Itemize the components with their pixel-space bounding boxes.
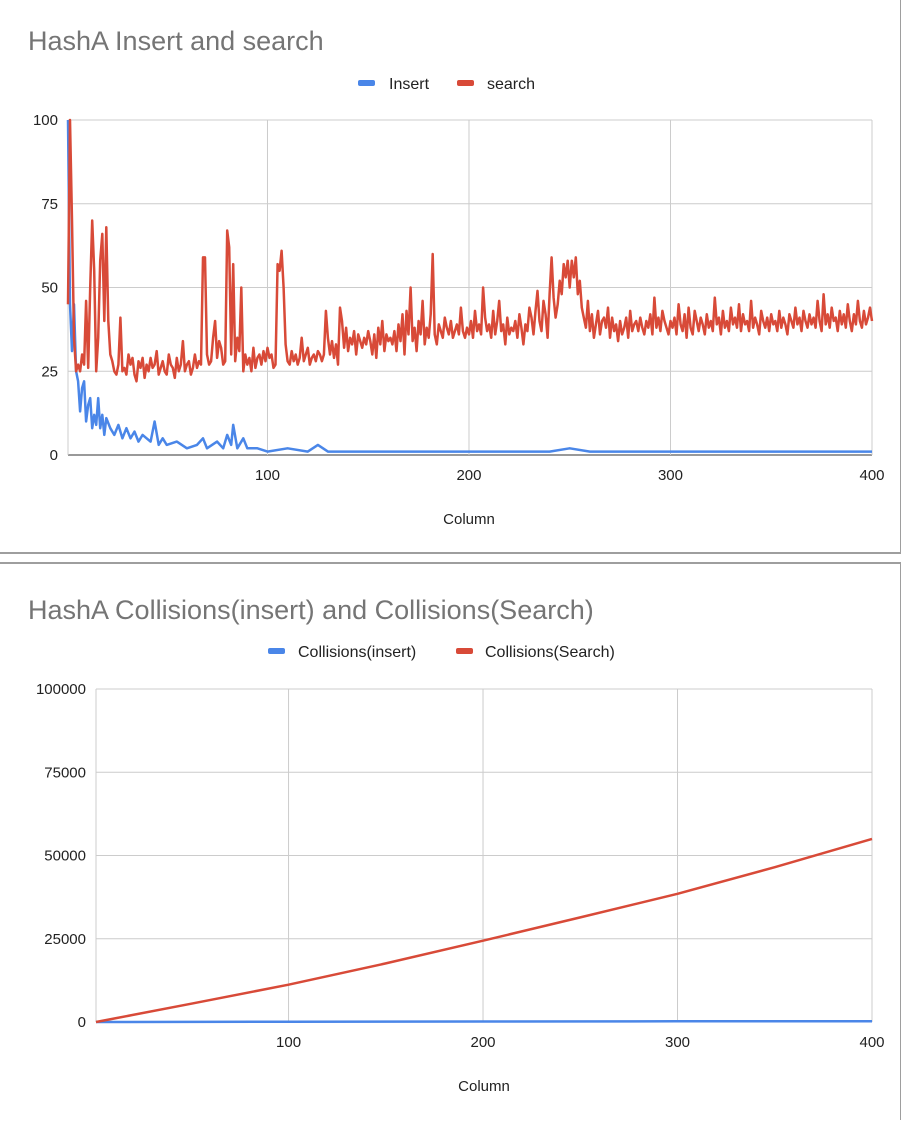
y-tick-label: 75 xyxy=(41,196,58,213)
series-line-collisions-insert xyxy=(95,1019,873,1024)
y-axis-ticks: 0 25 50 75 100 xyxy=(33,112,58,464)
y-tick-label: 100 xyxy=(33,112,58,129)
x-tick-label: 200 xyxy=(471,1034,496,1051)
y-tick-label: 25 xyxy=(41,363,58,380)
legend-swatch-collisions-insert xyxy=(268,648,285,654)
y-tick-label: 100000 xyxy=(36,681,86,698)
chart-title: HashA Collisions(insert) and Collisions(… xyxy=(28,595,594,625)
legend-label-collisions-search: Collisions(Search) xyxy=(485,644,615,661)
panel-gap xyxy=(0,555,901,562)
chart-1-svg: HashA Insert and search Insert search 0 2… xyxy=(28,26,885,528)
series-lines xyxy=(66,118,874,453)
x-tick-label: 300 xyxy=(665,1034,690,1051)
y-tick-label: 50000 xyxy=(44,848,86,865)
series-line-search xyxy=(66,118,874,383)
legend: Collisions(insert) Collisions(Search) xyxy=(268,644,615,661)
x-axis-ticks: 100 200 300 400 xyxy=(276,1034,884,1051)
gridlines xyxy=(67,119,873,456)
legend-swatch-insert xyxy=(358,80,375,86)
x-axis-label: Column xyxy=(443,511,495,528)
x-tick-label: 400 xyxy=(859,1034,884,1051)
x-tick-label: 100 xyxy=(255,467,280,484)
chart-2-svg: HashA Collisions(insert) and Collisions(… xyxy=(28,595,885,1095)
legend-swatch-collisions-search xyxy=(456,648,473,654)
y-tick-label: 0 xyxy=(78,1014,86,1031)
gridlines xyxy=(95,688,873,1023)
legend-label-insert: Insert xyxy=(389,76,430,93)
chart-panel-2: HashA Collisions(insert) and Collisions(… xyxy=(0,562,901,1120)
x-axis-label: Column xyxy=(458,1078,510,1095)
x-tick-label: 100 xyxy=(276,1034,301,1051)
y-tick-label: 75000 xyxy=(44,764,86,781)
legend-label-collisions-insert: Collisions(insert) xyxy=(298,644,416,661)
chart-title: HashA Insert and search xyxy=(28,26,324,56)
x-axis-ticks: 100 200 300 400 xyxy=(255,467,885,484)
y-tick-label: 25000 xyxy=(44,931,86,948)
series-lines xyxy=(95,837,873,1024)
legend-swatch-search xyxy=(457,80,474,86)
y-tick-label: 50 xyxy=(41,280,58,297)
legend: Insert search xyxy=(358,76,535,93)
x-tick-label: 200 xyxy=(456,467,481,484)
chart-panel-1: HashA Insert and search Insert search 0 2… xyxy=(0,0,901,554)
y-tick-label: 0 xyxy=(50,447,58,464)
series-line-insert xyxy=(66,119,872,453)
series-line-collisions-search xyxy=(95,837,873,1024)
legend-label-search: search xyxy=(487,76,535,93)
x-tick-label: 300 xyxy=(658,467,683,484)
x-tick-label: 400 xyxy=(859,467,884,484)
y-axis-ticks: 0 25000 50000 75000 100000 xyxy=(36,681,86,1031)
